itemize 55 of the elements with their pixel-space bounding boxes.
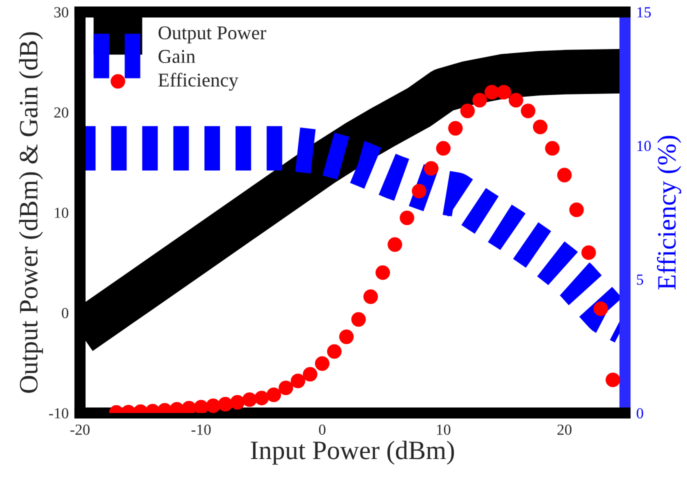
point — [290, 374, 306, 388]
point — [520, 104, 536, 118]
point — [266, 388, 282, 402]
point — [593, 301, 608, 316]
point — [436, 141, 451, 156]
point — [472, 92, 487, 108]
point — [412, 184, 426, 198]
point — [532, 120, 548, 134]
y-tick-label: 30 — [54, 7, 68, 18]
point — [388, 237, 402, 252]
point — [569, 202, 584, 218]
y2-axis-title: Efficiency (%) — [656, 136, 682, 290]
y-tick-label: 0 — [62, 308, 68, 318]
legend-label: Output Power — [158, 26, 266, 44]
point — [351, 312, 366, 327]
point — [375, 265, 390, 280]
point — [218, 396, 233, 412]
point — [363, 289, 378, 304]
point — [581, 245, 596, 260]
y-tick-label: 10 — [54, 208, 68, 218]
x-tick-label: -10 — [191, 424, 211, 435]
point — [424, 161, 439, 176]
point — [194, 400, 208, 413]
y2-tick-label: 15 — [637, 7, 651, 18]
point — [302, 366, 318, 382]
legend-label: Gain — [158, 50, 196, 63]
y-tick-label: -10 — [49, 408, 68, 418]
legend-label: Efficiency — [158, 72, 238, 91]
point — [339, 330, 354, 344]
point — [557, 168, 572, 182]
point — [460, 104, 475, 118]
x-axis-title: Input Power (dBm) — [250, 440, 454, 465]
point — [448, 121, 463, 136]
x-tick-label: 20 — [557, 424, 572, 435]
x-tick-label: 10 — [437, 424, 450, 435]
point — [230, 395, 245, 410]
x-tick-label: -20 — [70, 424, 90, 435]
y2-tick-label: 5 — [637, 274, 644, 285]
point — [545, 141, 560, 156]
point — [508, 92, 524, 108]
point — [206, 398, 221, 413]
point — [242, 392, 257, 407]
point — [400, 210, 414, 226]
point — [278, 380, 294, 396]
x-tick-label: 0 — [318, 424, 326, 435]
point — [254, 390, 269, 406]
y2-tick-label: 0 — [636, 408, 644, 418]
y-tick-label: 20 — [54, 107, 68, 118]
point — [327, 344, 342, 359]
y-axis-title: Output Power (dBm) & Gain (dB) — [19, 32, 43, 393]
y2-tick-label: 10 — [637, 140, 651, 152]
point — [606, 372, 620, 388]
point — [484, 84, 500, 100]
point — [496, 84, 512, 100]
point — [314, 356, 330, 371]
